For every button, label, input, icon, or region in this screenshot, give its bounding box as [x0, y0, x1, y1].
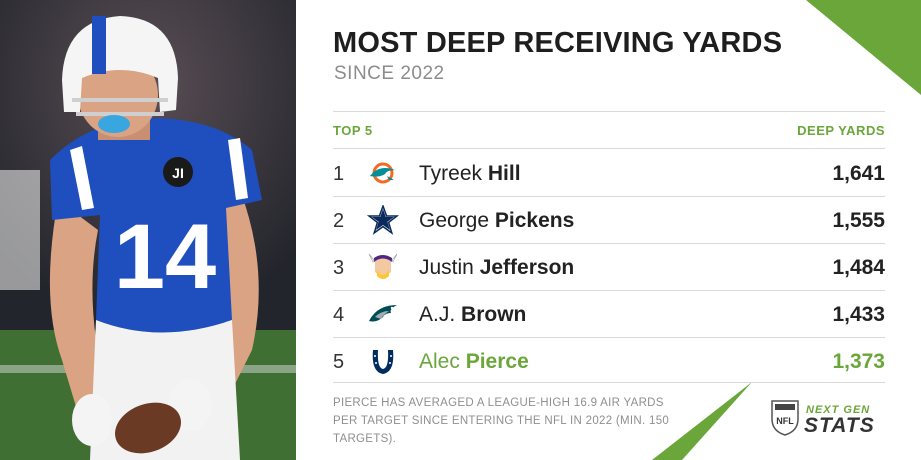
table-row: 5 Alec Pierce 1,373	[333, 338, 885, 385]
divider	[333, 111, 885, 112]
stats-panel: MOST DEEP RECEIVING YARDS SINCE 2022 TOP…	[296, 0, 921, 460]
colts-horseshoe-icon	[372, 350, 394, 374]
nfl-shield-icon: NFL NEXT GEN STATS	[771, 400, 875, 437]
rank: 1	[333, 163, 345, 185]
deep-yards-value: 1,373	[832, 350, 885, 373]
vikings-logo-icon	[368, 253, 398, 279]
player-name: Alec Pierce	[419, 350, 529, 373]
corner-accent	[806, 0, 921, 95]
player-name: Tyreek Hill	[419, 162, 521, 185]
player-name: A.J. Brown	[419, 303, 527, 326]
table-row: 4 A.J. Brown 1,433	[333, 291, 885, 338]
table-row: 3 Justin Jefferson 1,484	[333, 244, 885, 291]
deep-yards-value: 1,433	[832, 303, 885, 326]
next-gen-stats-logo: NFL NEXT GEN STATS	[770, 397, 890, 437]
player-illustration: 14 JI	[0, 0, 296, 460]
dolphins-logo-icon	[370, 162, 395, 184]
brand-line2: STATS	[804, 414, 875, 437]
column-header-rank: TOP 5	[333, 123, 373, 138]
eagles-logo-icon	[369, 305, 397, 322]
player-name: Justin Jefferson	[419, 256, 575, 279]
memorial-patch: JI	[172, 165, 184, 181]
deep-yards-value: 1,484	[832, 256, 885, 279]
rank: 2	[333, 210, 345, 232]
deep-yards-value: 1,555	[832, 209, 885, 232]
divider	[333, 148, 885, 149]
rank: 4	[333, 304, 345, 326]
jersey-number: 14	[114, 206, 216, 308]
divider	[333, 243, 885, 244]
bottom-accent	[652, 382, 752, 460]
player-name: George Pickens	[419, 209, 575, 232]
table-row: 2 George Pickens 1,555	[333, 197, 885, 244]
page-title: MOST DEEP RECEIVING YARDS	[333, 27, 783, 59]
divider	[333, 337, 885, 338]
table-row: 1 Tyreek Hill 1,641	[333, 150, 885, 197]
player-photo: 14 JI	[0, 0, 296, 460]
footnote: PIERCE HAS AVERAGED A LEAGUE-HIGH 16.9 A…	[333, 397, 670, 445]
divider	[333, 382, 885, 383]
divider	[333, 196, 885, 197]
rank: 3	[333, 257, 345, 279]
cowboys-star-icon	[367, 205, 399, 235]
svg-text:NFL: NFL	[776, 416, 794, 426]
rank: 5	[333, 351, 345, 373]
page-subtitle: SINCE 2022	[334, 63, 445, 84]
brand-line1: NEXT GEN	[806, 404, 870, 416]
column-header-yards: DEEP YARDS	[797, 123, 885, 138]
divider	[333, 290, 885, 291]
deep-yards-value: 1,641	[832, 162, 885, 185]
